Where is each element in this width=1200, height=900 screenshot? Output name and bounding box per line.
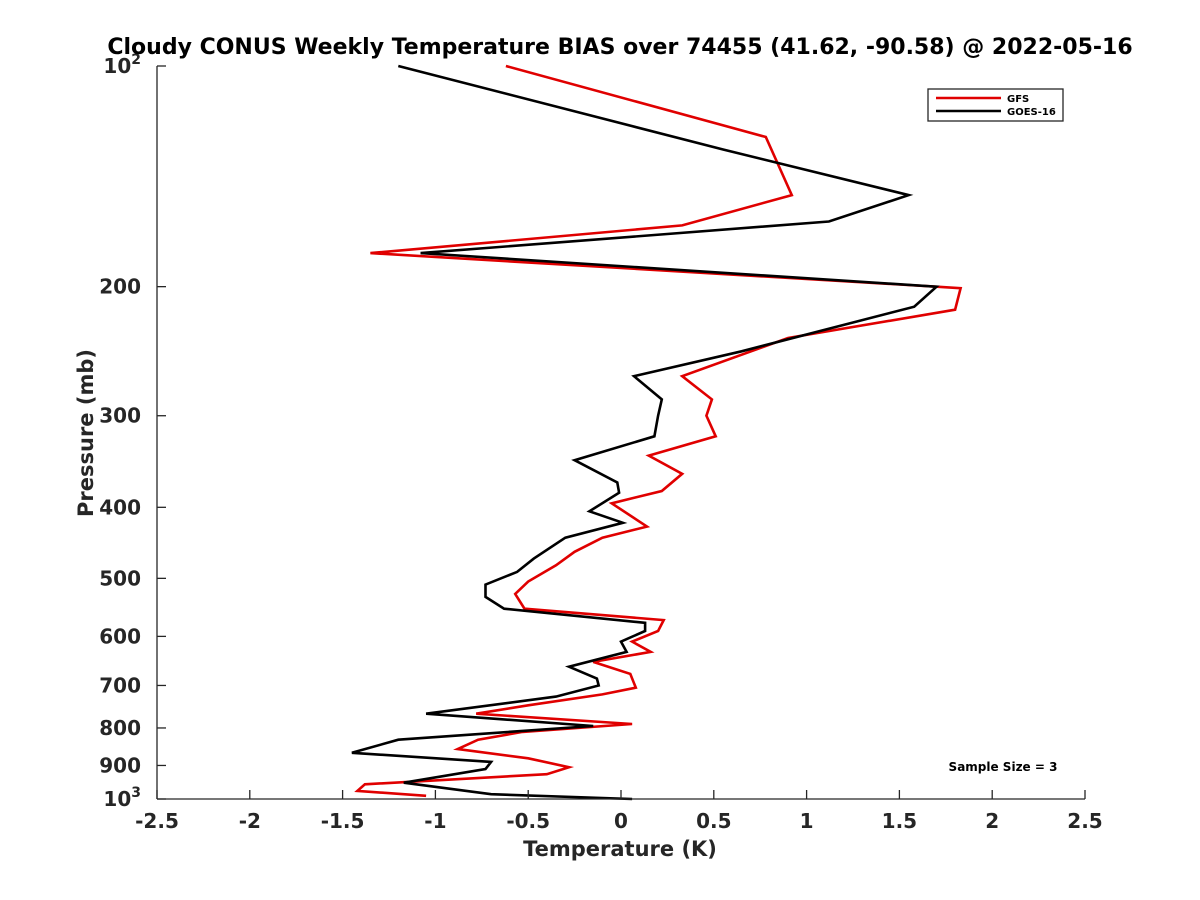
x-tick-label: -1 (424, 809, 446, 833)
x-tick-label: 2 (985, 809, 999, 833)
y-tick-label: 300 (99, 404, 141, 428)
y-tick-label: 400 (99, 495, 141, 519)
y-tick-label: 700 (99, 673, 141, 697)
legend: GFS GOES-16 (927, 88, 1064, 122)
sample-size-annotation: Sample Size = 3 (949, 760, 1058, 774)
x-tick-label: 0.5 (696, 809, 731, 833)
x-tick-label: -2.5 (135, 809, 179, 833)
y-tick-label: 800 (99, 716, 141, 740)
legend-box (927, 88, 1064, 122)
axes-layer: -2.5 -2 -1.5 -1 -0.5 0 0.5 1 1.5 2 2.5 102 200 300 400… (99, 52, 1102, 833)
y-tick-label: 102 (103, 52, 141, 78)
y-tick-label: 500 (99, 566, 141, 590)
series-layer (351, 64, 963, 801)
x-tick-label: -1.5 (321, 809, 365, 833)
y-tick-label: 900 (99, 753, 141, 777)
y-tick-label: 600 (99, 624, 141, 648)
legend-label-goes-16: GOES-16 (1007, 107, 1056, 118)
y-tick-label: 103 (103, 785, 141, 811)
legend-label-gfs: GFS (1007, 94, 1029, 105)
y-tick-label: 200 (99, 275, 141, 299)
x-tick-label: 2.5 (1067, 809, 1102, 833)
x-tick-label: 0 (614, 809, 628, 833)
x-tick-label: -2 (239, 809, 261, 833)
x-axis-label: Temperature (K) (523, 837, 717, 861)
y-axis-label: Pressure (mb) (74, 349, 98, 517)
x-tick-label: 1.5 (882, 809, 917, 833)
series-line-goes-16 (351, 64, 940, 801)
chart-title: Cloudy CONUS Weekly Temperature BIAS ove… (107, 35, 1132, 60)
x-tick-label: 1 (800, 809, 814, 833)
series-line-gfs (354, 64, 963, 798)
x-tick-label: -0.5 (506, 809, 550, 833)
